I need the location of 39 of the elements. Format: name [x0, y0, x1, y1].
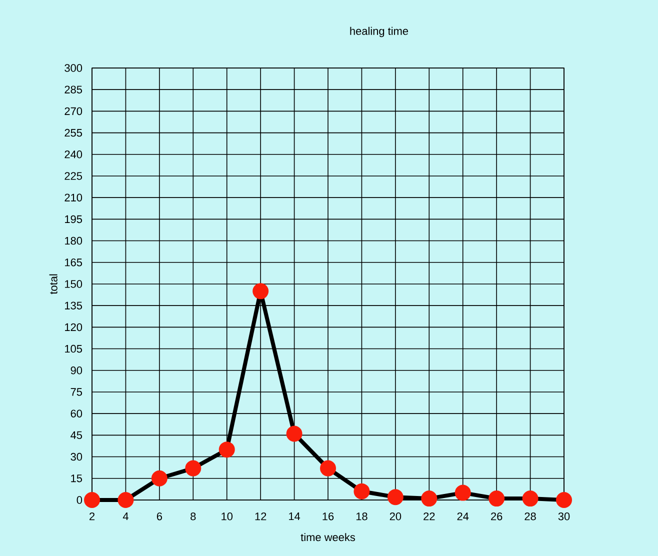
y-tick-label: 0 — [76, 496, 82, 504]
x-tick-label: 8 — [190, 512, 196, 520]
y-tick-label: 300 — [64, 64, 82, 72]
x-tick-label: 16 — [322, 512, 334, 520]
x-tick-label: 14 — [289, 512, 300, 520]
y-tick-label: 225 — [64, 172, 82, 180]
y-tick-label: 165 — [65, 258, 82, 266]
y-tick-label: 105 — [65, 344, 82, 353]
y-tick-label: 195 — [65, 215, 82, 224]
y-tick-label: 150 — [65, 280, 82, 288]
x-tick-label: 30 — [558, 512, 570, 520]
x-tick-label: 22 — [424, 512, 435, 520]
y-tick-label: 255 — [64, 128, 82, 137]
x-tick-label: 12 — [255, 512, 266, 520]
y-tick-label: 30 — [70, 452, 82, 461]
y-axis-title: total — [49, 274, 58, 294]
x-tick-label: 4 — [122, 512, 128, 520]
chart-title: healing time — [350, 26, 408, 38]
y-tick-label: 120 — [65, 323, 82, 332]
y-tick-label: 180 — [65, 236, 82, 245]
y-tick-label: 90 — [70, 366, 82, 374]
y-tick-label: 210 — [64, 194, 82, 202]
x-tick-label: 20 — [390, 512, 402, 520]
y-tick-label: 270 — [64, 107, 82, 116]
x-tick-label: 18 — [356, 512, 368, 520]
y-tick-label: 45 — [70, 431, 82, 440]
x-tick-label: 28 — [524, 512, 536, 520]
y-tick-label: 285 — [64, 86, 82, 94]
x-tick-label: 26 — [491, 512, 502, 520]
y-tick-label: 75 — [70, 388, 82, 396]
x-tick-label: 10 — [222, 512, 233, 520]
x-axis-title: time weeks — [300, 533, 355, 542]
y-tick-label: 60 — [70, 410, 82, 418]
y-tick-label: 135 — [65, 302, 82, 310]
x-tick-label: 6 — [156, 512, 162, 520]
y-tick-label: 15 — [71, 474, 82, 482]
x-tick-label: 24 — [457, 512, 469, 520]
x-tick-label: 2 — [90, 512, 95, 520]
y-tick-label: 240 — [64, 150, 82, 158]
